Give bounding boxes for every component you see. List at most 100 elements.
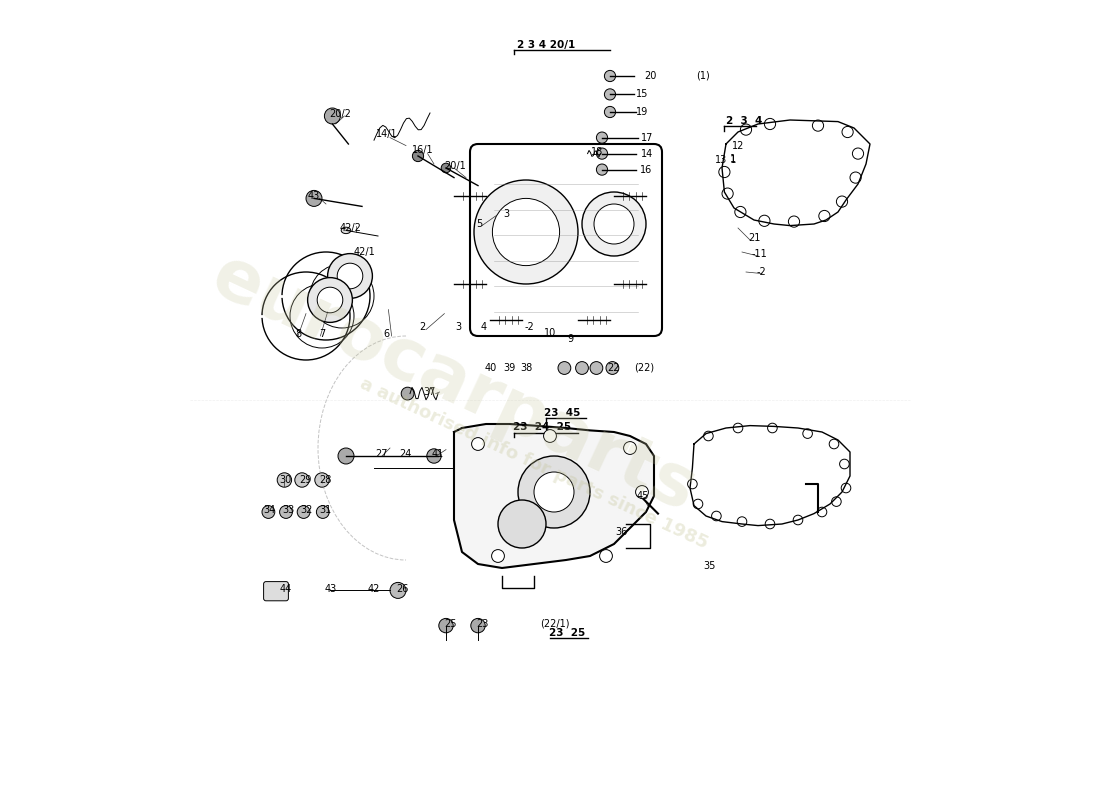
Circle shape — [693, 499, 703, 509]
Circle shape — [718, 166, 730, 178]
Circle shape — [624, 442, 637, 454]
Circle shape — [850, 172, 861, 183]
Text: 3: 3 — [455, 322, 462, 332]
Circle shape — [852, 148, 864, 159]
Text: 16/1: 16/1 — [412, 146, 434, 155]
Circle shape — [308, 278, 352, 322]
FancyBboxPatch shape — [470, 144, 662, 336]
Circle shape — [600, 550, 613, 562]
Circle shape — [492, 550, 505, 562]
Circle shape — [604, 106, 616, 118]
Circle shape — [277, 473, 292, 487]
Circle shape — [735, 206, 746, 218]
Circle shape — [764, 118, 776, 130]
Circle shape — [789, 216, 800, 227]
Circle shape — [712, 511, 722, 521]
Circle shape — [472, 438, 484, 450]
Circle shape — [471, 618, 485, 633]
FancyBboxPatch shape — [264, 582, 288, 601]
Text: 5: 5 — [476, 219, 483, 229]
Circle shape — [836, 196, 848, 207]
Polygon shape — [454, 424, 654, 568]
Circle shape — [688, 479, 697, 489]
Text: 2  3  4: 2 3 4 — [726, 115, 762, 126]
Circle shape — [768, 423, 778, 433]
Text: 45: 45 — [637, 491, 649, 501]
Circle shape — [737, 517, 747, 526]
Circle shape — [558, 362, 571, 374]
Circle shape — [279, 506, 293, 518]
Text: 36: 36 — [616, 527, 628, 537]
Text: 20/2: 20/2 — [329, 109, 351, 118]
Circle shape — [582, 192, 646, 256]
Circle shape — [813, 120, 824, 131]
Text: 31: 31 — [320, 506, 332, 515]
Text: 38: 38 — [520, 363, 532, 373]
Text: (22/1): (22/1) — [540, 619, 570, 629]
Circle shape — [306, 190, 322, 206]
Circle shape — [590, 362, 603, 374]
Text: 17: 17 — [641, 133, 653, 142]
Text: 7: 7 — [320, 330, 326, 339]
Text: 42: 42 — [367, 584, 380, 594]
Text: 14: 14 — [641, 149, 653, 158]
Circle shape — [518, 456, 590, 528]
Text: 42/1: 42/1 — [354, 247, 376, 257]
Text: 34: 34 — [264, 506, 276, 515]
Circle shape — [793, 515, 803, 525]
Text: 43: 43 — [324, 584, 337, 594]
Text: -2: -2 — [525, 322, 535, 332]
Text: 20/1: 20/1 — [444, 162, 466, 171]
Circle shape — [594, 204, 634, 244]
Circle shape — [474, 180, 578, 284]
Circle shape — [412, 150, 424, 162]
Text: (1): (1) — [696, 71, 711, 81]
Circle shape — [493, 198, 560, 266]
Text: 23  24  25: 23 24 25 — [513, 422, 571, 432]
Text: 20: 20 — [645, 71, 657, 81]
Text: 1: 1 — [730, 154, 736, 164]
Text: 32: 32 — [300, 506, 312, 515]
Text: 2: 2 — [419, 322, 426, 332]
Circle shape — [734, 423, 742, 433]
Circle shape — [295, 473, 309, 487]
Text: 37: 37 — [424, 387, 436, 397]
Circle shape — [596, 164, 607, 175]
Text: 19: 19 — [636, 107, 648, 117]
Circle shape — [328, 254, 373, 298]
Circle shape — [338, 263, 363, 289]
Text: 21: 21 — [748, 234, 761, 243]
Text: 14/1: 14/1 — [375, 130, 397, 139]
Circle shape — [636, 486, 648, 498]
Circle shape — [498, 500, 546, 548]
Circle shape — [839, 459, 849, 469]
Text: 33: 33 — [282, 506, 295, 515]
Text: 22: 22 — [607, 363, 620, 373]
Circle shape — [704, 431, 713, 441]
Text: 4: 4 — [481, 322, 486, 332]
Circle shape — [262, 506, 275, 518]
Circle shape — [317, 287, 343, 313]
Text: 35: 35 — [704, 562, 716, 571]
Circle shape — [596, 132, 607, 143]
Circle shape — [604, 89, 616, 100]
Circle shape — [842, 483, 850, 493]
Circle shape — [317, 506, 329, 518]
Text: 9: 9 — [568, 334, 574, 344]
Text: 28: 28 — [320, 475, 332, 485]
Circle shape — [803, 429, 813, 438]
Circle shape — [759, 215, 770, 226]
Text: 40: 40 — [484, 363, 496, 373]
Circle shape — [441, 163, 451, 173]
Text: 16: 16 — [639, 165, 652, 174]
Text: 29: 29 — [299, 475, 312, 485]
Circle shape — [722, 188, 734, 199]
Text: 23: 23 — [476, 619, 488, 629]
Circle shape — [324, 108, 340, 124]
Text: 26: 26 — [396, 584, 409, 594]
Circle shape — [606, 362, 619, 374]
Circle shape — [740, 124, 751, 135]
Circle shape — [832, 497, 842, 506]
Text: 44: 44 — [279, 584, 292, 594]
Text: 23  25: 23 25 — [550, 627, 585, 638]
